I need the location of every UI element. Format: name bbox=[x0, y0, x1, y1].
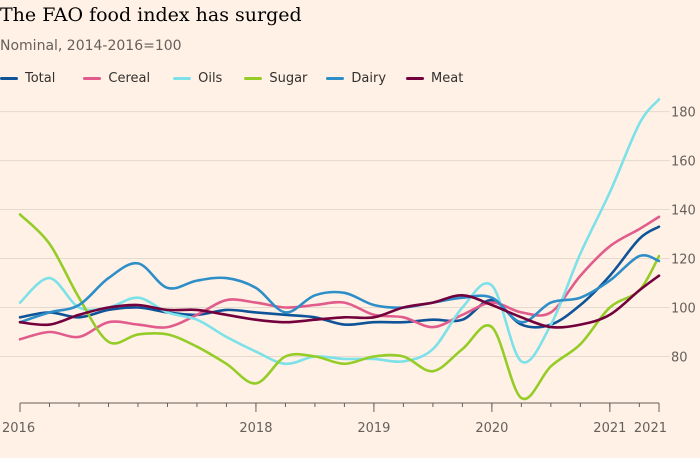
x-tick-label: 2018 bbox=[239, 421, 272, 436]
legend-swatch bbox=[0, 76, 18, 80]
legend-item-cereal: Cereal bbox=[83, 71, 150, 86]
series-lines bbox=[18, 98, 661, 401]
x-tick-label: 2021 bbox=[634, 421, 667, 436]
series-line-total bbox=[18, 225, 661, 329]
y-tick-label: 100 bbox=[671, 301, 696, 316]
legend-swatch bbox=[244, 76, 263, 80]
x-tick-label: 2020 bbox=[475, 421, 508, 436]
legend-label: Meat bbox=[431, 70, 464, 86]
y-axis-tick-labels: 80 100 120 140 160 180 bbox=[671, 106, 696, 366]
legend-swatch bbox=[326, 76, 345, 80]
gridlines bbox=[0, 111, 670, 357]
y-tick-label: 180 bbox=[671, 106, 696, 121]
legend-item-dairy: Dairy bbox=[326, 71, 386, 86]
legend-label: Cereal bbox=[108, 70, 151, 86]
legend-item-meat: Meat bbox=[406, 71, 463, 86]
y-tick-label: 160 bbox=[671, 155, 696, 170]
legend-label: Oils bbox=[198, 70, 223, 86]
legend-swatch bbox=[173, 76, 192, 80]
legend-swatch bbox=[83, 76, 102, 80]
x-tick-label: 2016 bbox=[2, 421, 35, 436]
series-line-sugar bbox=[18, 213, 661, 401]
legend-item-oils: Oils bbox=[173, 71, 222, 86]
legend-item-total: Total bbox=[0, 71, 55, 86]
x-axis: 2016 2018 2019 2020 2021 2021 bbox=[2, 402, 667, 436]
series-line-dairy bbox=[18, 254, 661, 324]
legend-item-sugar: Sugar bbox=[244, 71, 307, 86]
legend-label: Dairy bbox=[351, 70, 387, 86]
legend-label: Sugar bbox=[269, 70, 308, 86]
chart-title: The FAO food index has surged bbox=[0, 4, 302, 26]
y-tick-label: 140 bbox=[671, 204, 696, 219]
x-tick-label: 2021 bbox=[593, 421, 626, 436]
x-tick-label: 2019 bbox=[357, 421, 390, 436]
chart-legend: Total Cereal Oils Sugar Dairy Meat bbox=[0, 69, 463, 87]
y-tick-label: 80 bbox=[671, 350, 688, 365]
series-line-cereal bbox=[18, 215, 661, 341]
chart-subtitle: Nominal, 2014-2016=100 bbox=[0, 38, 182, 54]
series-line-meat bbox=[18, 274, 661, 329]
y-tick-label: 120 bbox=[671, 253, 696, 268]
series-line-oils bbox=[18, 98, 661, 366]
legend-label: Total bbox=[25, 70, 56, 86]
legend-swatch bbox=[406, 76, 425, 80]
